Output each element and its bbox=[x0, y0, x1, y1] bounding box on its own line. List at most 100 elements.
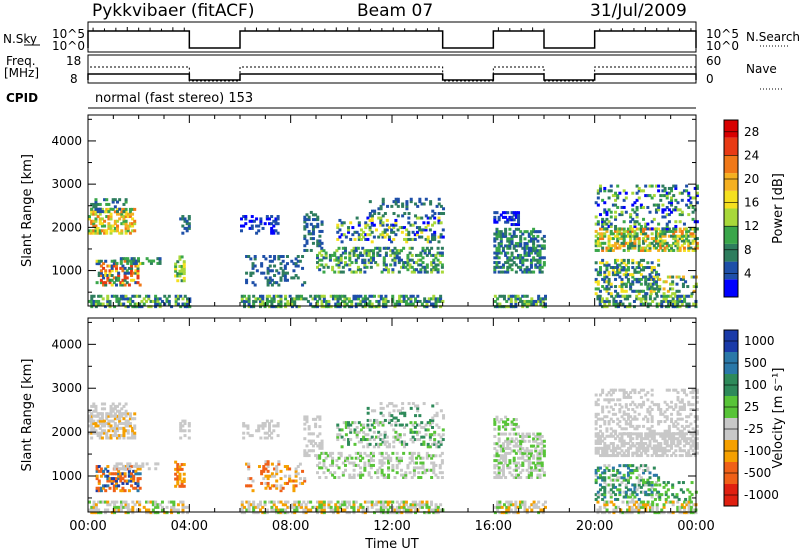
data-cell bbox=[532, 302, 536, 306]
data-cell bbox=[538, 461, 542, 465]
data-cell bbox=[529, 263, 533, 267]
data-cell bbox=[90, 422, 94, 426]
data-cell bbox=[103, 500, 107, 504]
data-cell bbox=[510, 427, 514, 431]
data-cell bbox=[637, 454, 641, 458]
data-cell bbox=[431, 418, 435, 422]
data-cell bbox=[113, 500, 117, 504]
data-cell bbox=[540, 244, 544, 248]
data-cell bbox=[165, 297, 169, 301]
data-cell bbox=[514, 503, 518, 507]
data-cell bbox=[117, 508, 121, 512]
data-cell bbox=[363, 466, 367, 470]
data-cell bbox=[670, 189, 674, 193]
data-cell bbox=[676, 294, 680, 298]
data-cell bbox=[687, 437, 691, 441]
data-cell bbox=[605, 246, 609, 250]
data-cell bbox=[661, 215, 665, 219]
data-cell bbox=[607, 239, 611, 243]
data-cell bbox=[436, 263, 440, 267]
data-cell bbox=[318, 456, 322, 460]
data-cell bbox=[493, 466, 497, 470]
data-cell bbox=[357, 223, 361, 227]
data-cell bbox=[183, 217, 187, 221]
data-cell bbox=[274, 219, 278, 223]
data-cell bbox=[113, 505, 117, 509]
data-cell bbox=[402, 263, 406, 267]
data-cell bbox=[436, 505, 440, 509]
data-cell bbox=[111, 429, 115, 433]
data-cell bbox=[133, 302, 137, 306]
data-cell bbox=[324, 263, 328, 267]
data-cell bbox=[131, 505, 135, 509]
data-cell bbox=[510, 218, 514, 222]
data-cell bbox=[678, 248, 682, 252]
data-cell bbox=[440, 246, 444, 250]
data-cell bbox=[391, 251, 395, 255]
data-cell bbox=[648, 410, 652, 414]
data-cell bbox=[631, 244, 635, 248]
data-cell bbox=[506, 244, 510, 248]
data-cell bbox=[294, 479, 298, 483]
data-cell bbox=[525, 468, 529, 472]
data-cell bbox=[605, 217, 609, 221]
nsky-label: N.Sky bbox=[3, 32, 38, 46]
data-cell bbox=[118, 417, 122, 421]
data-cell bbox=[650, 393, 654, 397]
data-cell bbox=[375, 503, 379, 507]
data-cell bbox=[337, 263, 341, 267]
data-cell bbox=[439, 435, 443, 439]
data-cell bbox=[637, 505, 641, 509]
data-cell bbox=[277, 508, 281, 512]
data-cell bbox=[692, 302, 696, 306]
data-cell bbox=[107, 202, 111, 206]
data-cell bbox=[252, 219, 256, 223]
data-cell bbox=[413, 421, 417, 425]
data-cell bbox=[665, 388, 669, 392]
data-cell bbox=[118, 419, 122, 423]
data-cell bbox=[544, 305, 547, 309]
data-cell bbox=[112, 486, 116, 490]
data-cell bbox=[629, 220, 633, 224]
data-cell bbox=[251, 281, 255, 285]
data-cell bbox=[695, 184, 699, 188]
data-cell bbox=[92, 419, 96, 423]
data-cell bbox=[689, 196, 693, 200]
data-cell bbox=[670, 203, 674, 207]
data-cell bbox=[605, 434, 609, 438]
data-cell bbox=[620, 444, 624, 448]
data-cell bbox=[114, 467, 118, 471]
data-cell bbox=[663, 451, 667, 455]
data-cell bbox=[642, 246, 646, 250]
data-cell bbox=[676, 427, 680, 431]
data-cell bbox=[500, 511, 504, 515]
data-cell bbox=[626, 277, 630, 281]
data-cell bbox=[425, 451, 429, 455]
data-cell bbox=[415, 456, 419, 460]
data-cell bbox=[408, 456, 412, 460]
data-cell bbox=[406, 263, 410, 267]
data-cell bbox=[607, 270, 611, 274]
data-cell bbox=[254, 505, 258, 509]
data-cell bbox=[601, 224, 605, 228]
data-cell bbox=[635, 261, 639, 265]
data-cell bbox=[676, 508, 680, 512]
data-cell bbox=[639, 248, 643, 252]
data-cell bbox=[249, 305, 253, 309]
data-cell bbox=[651, 508, 655, 512]
data-cell bbox=[284, 297, 288, 301]
data-cell bbox=[112, 281, 116, 285]
data-cell bbox=[663, 432, 667, 436]
data-cell bbox=[433, 212, 437, 216]
data-cell bbox=[429, 200, 433, 204]
data-cell bbox=[376, 253, 380, 257]
data-cell bbox=[678, 305, 682, 309]
data-cell bbox=[357, 297, 361, 301]
data-cell bbox=[440, 265, 444, 269]
data-cell bbox=[603, 277, 607, 281]
data-cell bbox=[622, 239, 626, 243]
data-cell bbox=[404, 261, 408, 265]
data-cell bbox=[322, 294, 326, 298]
data-cell bbox=[172, 505, 176, 509]
data-cell bbox=[605, 500, 609, 504]
